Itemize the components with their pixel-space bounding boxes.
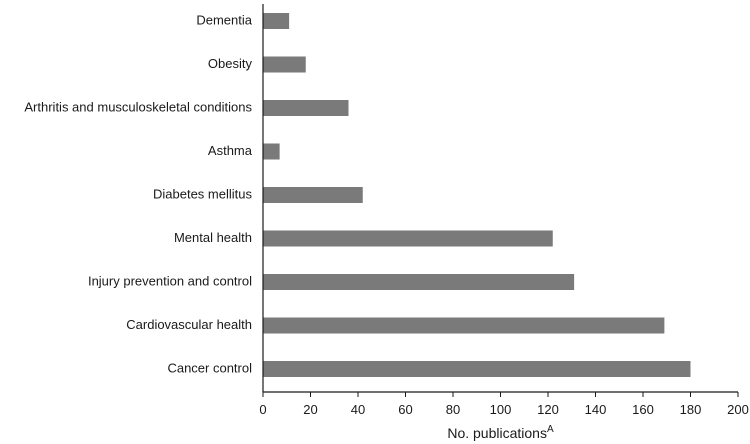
bar-cardiovascular-health — [263, 317, 665, 334]
x-tick-label: 100 — [490, 402, 512, 417]
x-tick-label: 40 — [351, 402, 365, 417]
category-label-cancer-control: Cancer control — [167, 360, 252, 375]
category-label-cardiovascular-health: Cardiovascular health — [126, 317, 252, 332]
bar-obesity — [263, 56, 306, 73]
bars-group — [263, 13, 691, 377]
x-axis-title-superscript: A — [547, 424, 554, 435]
category-labels: Dementia Obesity Arthritis and musculoskel… — [24, 12, 252, 375]
bar-dementia — [263, 13, 290, 29]
category-label-obesity: Obesity — [208, 56, 253, 71]
category-label-arthritis-and-musculoskeletal-conditions: Arthritis and musculoskeletal conditions — [24, 99, 252, 114]
bar-arthritis-and-musculoskeletal-conditions — [263, 100, 349, 116]
bar-mental-health — [263, 230, 553, 247]
bar-injury-prevention-and-control — [263, 274, 575, 290]
x-axis-title-text: No. publications — [447, 425, 547, 441]
category-label-mental-health: Mental health — [174, 230, 252, 245]
bar-cancer-control — [263, 361, 691, 377]
category-label-diabetes-mellitus: Diabetes mellitus — [153, 186, 252, 201]
x-tick-label: 20 — [303, 402, 317, 417]
x-tick-label: 200 — [727, 402, 749, 417]
x-tick-label: 0 — [259, 402, 266, 417]
x-tick-label: 60 — [398, 402, 412, 417]
x-tick-label: 160 — [632, 402, 654, 417]
category-label-injury-prevention-and-control: Injury prevention and control — [88, 273, 252, 288]
bar-asthma — [263, 143, 280, 160]
x-axis-title: No. publicationsA — [447, 424, 554, 441]
x-tick-label: 140 — [585, 402, 607, 417]
category-label-asthma: Asthma — [208, 143, 253, 158]
x-tick-label: 180 — [680, 402, 702, 417]
x-tick-label: 120 — [537, 402, 559, 417]
x-axis-ticks: 0 20 40 60 80 100 120 140 160 180 200 — [259, 392, 749, 417]
bar-diabetes-mellitus — [263, 187, 363, 203]
x-tick-label: 80 — [446, 402, 460, 417]
category-label-dementia: Dementia — [196, 12, 252, 27]
